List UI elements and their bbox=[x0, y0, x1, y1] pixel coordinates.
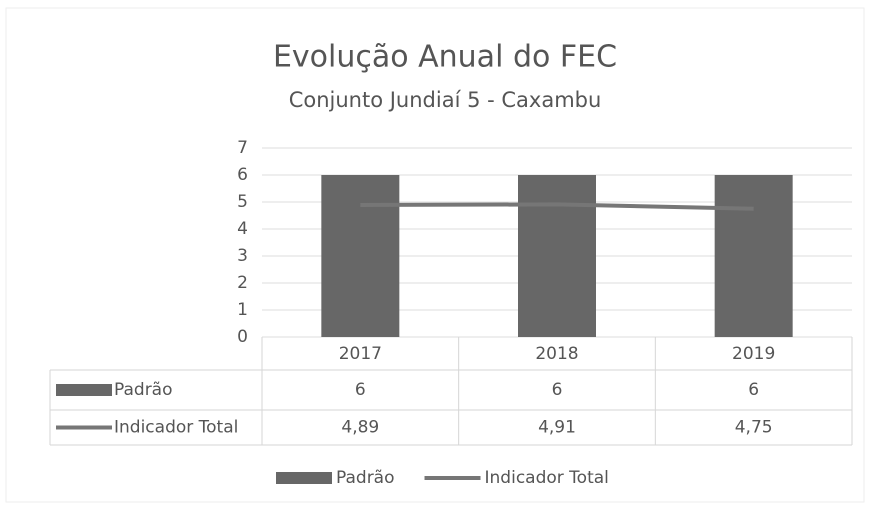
y-tick-label: 6 bbox=[237, 165, 248, 185]
bar bbox=[714, 175, 793, 337]
x-tick-label: 2018 bbox=[535, 344, 578, 364]
table-row-label: Padrão bbox=[114, 380, 173, 400]
table-cell: 4,89 bbox=[341, 418, 379, 438]
table-cell: 6 bbox=[552, 380, 563, 400]
y-tick-label: 0 bbox=[237, 327, 248, 347]
legend-label: Indicador Total bbox=[485, 468, 609, 488]
table-cell: 4,91 bbox=[538, 418, 576, 438]
x-tick-label: 2019 bbox=[732, 344, 775, 364]
x-tick-label: 2017 bbox=[339, 344, 382, 364]
y-tick-label: 7 bbox=[237, 138, 248, 158]
table-legend-key bbox=[56, 384, 112, 396]
y-tick-label: 4 bbox=[237, 219, 248, 239]
bar bbox=[518, 175, 596, 337]
y-tick-label: 3 bbox=[237, 246, 248, 266]
legend-key bbox=[276, 472, 332, 484]
y-tick-label: 2 bbox=[237, 273, 248, 293]
table-cell: 6 bbox=[355, 380, 366, 400]
table-row-label: Indicador Total bbox=[114, 418, 238, 438]
chart-title: Evolução Anual do FEC bbox=[273, 40, 617, 75]
line bbox=[360, 202, 754, 211]
y-tick-label: 1 bbox=[237, 300, 248, 320]
y-tick-label: 5 bbox=[237, 192, 248, 212]
table-cell: 6 bbox=[748, 380, 759, 400]
bar bbox=[321, 175, 400, 337]
chart-subtitle: Conjunto Jundiaí 5 - Caxambu bbox=[289, 88, 602, 112]
table-cell: 4,75 bbox=[735, 418, 773, 438]
legend-label: Padrão bbox=[336, 468, 395, 488]
